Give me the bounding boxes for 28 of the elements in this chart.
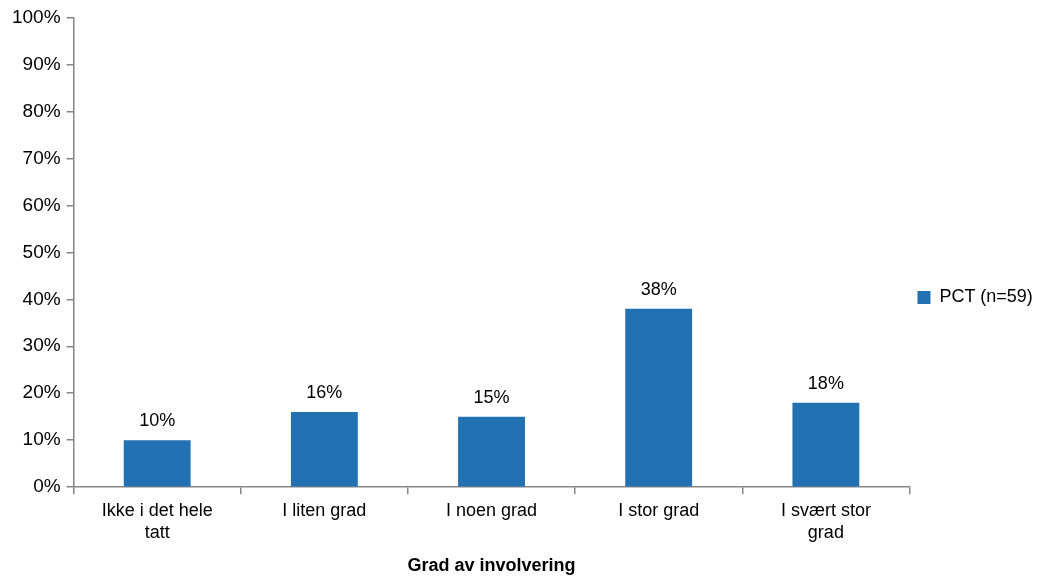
bar bbox=[792, 402, 860, 487]
y-tick-label: 30% bbox=[22, 334, 61, 356]
data-label: 18% bbox=[807, 372, 844, 393]
bar bbox=[123, 440, 191, 487]
y-tick-label: 100% bbox=[11, 5, 61, 27]
y-tick-label: 0% bbox=[33, 475, 61, 497]
data-label: 38% bbox=[640, 278, 677, 299]
y-tick-label: 80% bbox=[22, 99, 61, 121]
y-tick-label: 70% bbox=[22, 146, 61, 168]
y-tick-label: 60% bbox=[22, 193, 61, 215]
x-tick-label: I stor grad bbox=[618, 499, 700, 520]
y-tick-label: 90% bbox=[22, 52, 61, 74]
x-tick-label: I liten grad bbox=[282, 499, 367, 520]
x-axis-title: Grad av involvering bbox=[407, 555, 576, 576]
data-label: 15% bbox=[473, 386, 510, 407]
legend-label: PCT (n=59) bbox=[939, 286, 1033, 307]
y-tick-label: 20% bbox=[22, 381, 61, 403]
bar bbox=[290, 412, 358, 487]
x-tick-label: Ikke i det hele tatt bbox=[101, 499, 213, 542]
bar bbox=[458, 416, 525, 487]
y-tick-label: 10% bbox=[22, 428, 61, 450]
bar bbox=[625, 308, 693, 487]
y-tick-label: 50% bbox=[22, 240, 61, 262]
data-label: 16% bbox=[306, 382, 343, 402]
x-tick-label: I svært stor grad bbox=[780, 499, 871, 542]
y-tick-label: 40% bbox=[22, 287, 61, 309]
data-label: 10% bbox=[139, 410, 176, 431]
x-tick-label: I noen grad bbox=[445, 499, 538, 520]
